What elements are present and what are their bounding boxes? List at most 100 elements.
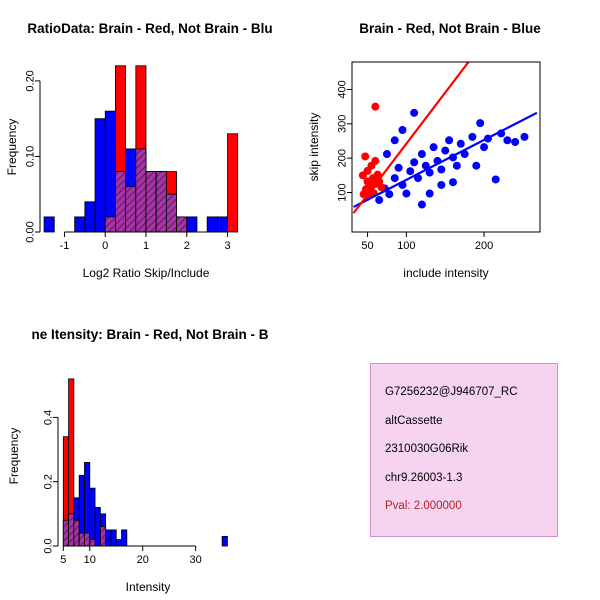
y-tick-label: 300 [337,115,349,133]
scatter-point-not-brain [437,165,446,174]
hist-bar-blue [94,118,106,233]
hist-bar-blue [105,529,112,547]
scatter-point-not-brain [394,163,403,172]
scatter-point-not-brain [375,196,384,205]
scatter-point-not-brain [425,189,434,198]
hist-bar-blue [89,487,96,547]
y-tick-label: 0.2 [43,474,55,489]
hist-bar-blue [104,110,116,233]
scatter-point-not-brain [382,150,391,159]
hist-bar-blue [43,216,55,233]
hist-bar-overlap [176,216,188,233]
scatter-point-brain [373,170,382,179]
intensity-histogram-plot: 5 10 20 30 0.0 0.2 0.4 [43,378,228,566]
hist-bar-overlap [115,171,127,233]
scatter-x-axis-label: include intensity [403,266,489,280]
scatter-point-not-brain [437,180,446,189]
hist-bar-overlap [89,539,96,547]
scatter-point-not-brain [429,143,438,152]
hist-bar-blue [74,216,86,233]
scatter-point-not-brain [445,136,454,145]
scatter-point-not-brain [385,190,394,199]
plot-box [351,61,541,233]
scatter-point-not-brain [398,126,407,134]
scatter-point-brain [371,156,380,165]
x-tick-label: 20 [137,554,149,566]
scatter-point-not-brain [425,168,434,177]
hist-bar-blue [206,216,218,233]
x-tick-label: 1 [143,240,149,252]
hist-bar-overlap [62,519,69,547]
scatter-point-not-brain [390,136,399,145]
hist-bar-overlap [145,171,157,233]
scatter-point-not-brain [417,200,426,209]
x-tick-label: 100 [397,240,415,252]
scatter-point-not-brain [456,139,465,148]
hist-bar-blue [121,529,128,547]
brain-fit-line [352,62,470,214]
hist-bar-blue [84,201,96,233]
hist-bar-blue [94,507,101,547]
scatter-point-brain [365,180,374,189]
panel-scatter: Brain - Red, Not Brain - Blue skip inten… [300,0,600,300]
gene-symbol: 2310030G06Rik [385,443,469,455]
x-tick-label: 0 [102,240,108,252]
y-tick-label: 0.10 [25,146,37,167]
scatter-point-not-brain [491,175,500,184]
hist-bar-overlap [73,519,80,547]
intensity-histogram-x-axis-label: Intensity [125,580,171,594]
gene-probe-id: G7256232@J946707_RC [385,386,518,398]
hist-bar-overlap [135,148,147,233]
scatter-point-brain [371,102,380,111]
scatter-point-not-brain [410,108,419,117]
x-tick-label: 5 [60,554,66,566]
scatter-point-brain [377,183,386,192]
scatter-point-not-brain [503,136,512,145]
hist-bar-blue [221,535,228,547]
y-tick-label: 400 [337,80,349,98]
scatter-point-not-brain [402,189,411,198]
y-tick-label: 200 [337,149,349,167]
hist-bar-red [227,133,239,233]
hist-bar-blue [115,539,122,547]
gene-locus: chr9.26003-1.3 [385,471,463,484]
scatter-point-not-brain [468,132,477,141]
hist-bar-overlap [155,171,167,233]
panel-intensity-histogram: ne Itensity: Brain - Red, Not Brain - B … [0,300,300,600]
gene-pval: Pval: 2.000000 [385,500,462,512]
ratio-histogram-plot: -1 0 1 2 3 0.00 0.10 0.20 [25,65,239,252]
panel-gene-info: G7256232@J946707_RC altCassette 2310030G… [300,300,600,600]
scatter-point-not-brain [480,143,489,152]
y-tick-label: 0.20 [25,70,37,91]
gene-event-type: altCassette [385,414,443,427]
x-tick-label: -1 [60,240,70,252]
hist-bar-overlap [125,186,137,233]
scatter-point-not-brain [406,167,415,176]
scatter-point-brain [361,152,370,161]
scatter-plot: 50 100 200 100 200 300 400 [337,61,541,252]
not-brain-fit-line [353,111,538,208]
intensity-histogram-title: ne Itensity: Brain - Red, Not Brain - B [31,327,269,342]
x-tick-label: 50 [361,240,373,252]
hist-bar-overlap [165,193,177,233]
x-tick-label: 30 [190,554,202,566]
scatter-title: Brain - Red, Not Brain - Blue [359,21,541,36]
hist-bar-overlap [84,532,91,547]
scatter-point-not-brain [448,178,457,187]
scatter-point-not-brain [520,132,529,141]
scatter-point-not-brain [452,161,461,170]
scatter-point-not-brain [511,138,520,147]
x-tick-label: 2 [184,240,190,252]
scatter-point-not-brain [476,119,485,128]
y-tick-label: 0.00 [25,221,37,242]
scatter-point-not-brain [390,174,399,183]
x-tick-label: 200 [475,240,493,252]
panel-ratio-histogram: RatioData: Brain - Red, Not Brain - Blu … [0,0,300,300]
gene-info-box: G7256232@J946707_RC altCassette 2310030G… [370,363,558,537]
ratio-histogram-x-axis-label: Log2 Ratio Skip/Include [82,266,210,280]
hist-bar-overlap [104,216,116,233]
hist-bar-blue [216,216,228,233]
hist-bar-overlap [78,532,85,547]
scatter-point-not-brain [417,150,426,159]
